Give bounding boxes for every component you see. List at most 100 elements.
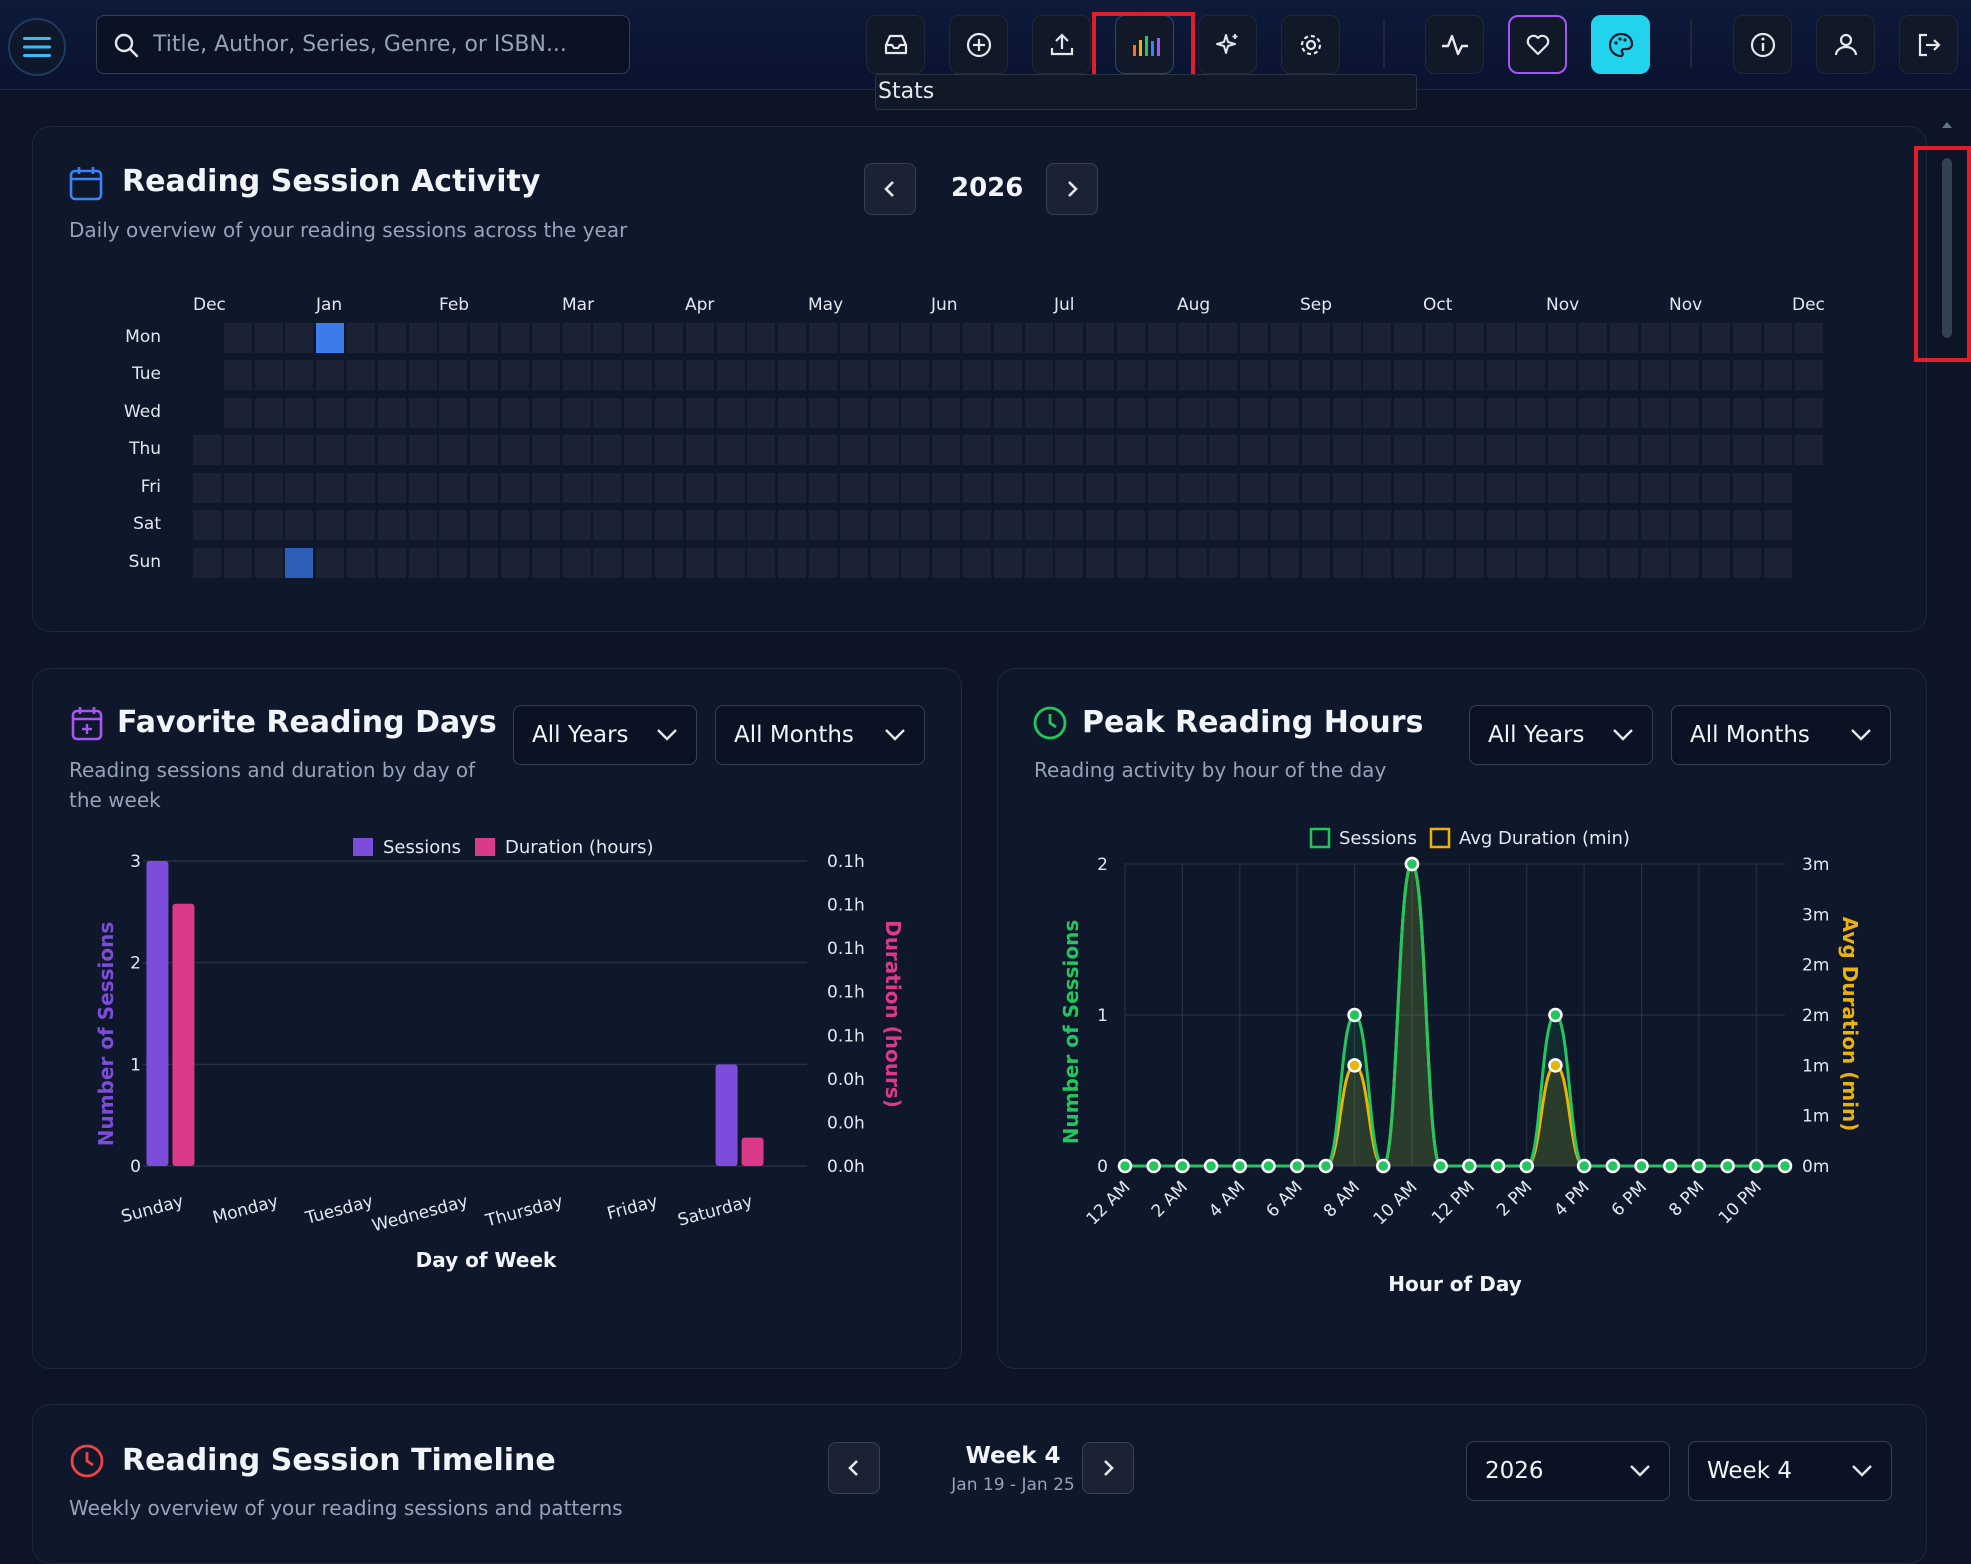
heatmap-cell[interactable] xyxy=(1516,322,1547,354)
heatmap-cell[interactable] xyxy=(253,509,284,541)
heatmap-cell[interactable] xyxy=(530,322,561,354)
heatmap-cell[interactable] xyxy=(1762,322,1793,354)
heatmap-cell[interactable] xyxy=(1362,397,1393,429)
heatmap-cell[interactable] xyxy=(1639,359,1670,391)
heatmap-cell[interactable] xyxy=(654,509,684,541)
heatmap-cell[interactable] xyxy=(1393,359,1424,391)
heatmap-cell[interactable] xyxy=(1393,397,1424,429)
timeline-week-select[interactable]: Week 4 xyxy=(1688,1441,1892,1501)
heatmap-cell[interactable] xyxy=(1732,509,1762,541)
heatmap-cell[interactable] xyxy=(838,509,869,541)
heatmap-cell[interactable] xyxy=(869,509,900,541)
heatmap-cell[interactable] xyxy=(1393,509,1424,541)
heatmap-cell[interactable] xyxy=(1424,359,1454,391)
heatmap-cell[interactable] xyxy=(1054,472,1085,504)
heatmap-cell[interactable] xyxy=(808,434,838,466)
heatmap-cell[interactable] xyxy=(1208,547,1239,579)
heatmap-cell[interactable] xyxy=(623,547,654,579)
heatmap-cell[interactable] xyxy=(376,397,407,429)
heatmap-cell[interactable] xyxy=(1547,322,1578,354)
heatmap-cell[interactable] xyxy=(777,397,808,429)
heatmap-cell[interactable] xyxy=(1146,359,1177,391)
heatmap-cell[interactable] xyxy=(222,472,253,504)
heatmap-cell[interactable] xyxy=(1454,547,1485,579)
heatmap-cell[interactable] xyxy=(407,434,438,466)
heatmap-cell[interactable] xyxy=(962,322,992,354)
heatmap-cell[interactable] xyxy=(1300,322,1331,354)
heatmap-cell[interactable] xyxy=(1608,397,1639,429)
heatmap-cell[interactable] xyxy=(438,547,469,579)
heatmap-cell[interactable] xyxy=(1362,472,1393,504)
heatmap-cell[interactable] xyxy=(222,434,253,466)
ai-button[interactable] xyxy=(1198,15,1257,74)
heatmap-cell[interactable] xyxy=(1424,322,1454,354)
heatmap-cell[interactable] xyxy=(1547,397,1578,429)
heatmap-cell[interactable] xyxy=(500,509,530,541)
activity-button[interactable] xyxy=(1425,15,1484,74)
heatmap-cell[interactable] xyxy=(284,547,315,579)
heatmap-cell[interactable] xyxy=(808,472,838,504)
heatmap-cell[interactable] xyxy=(1639,322,1670,354)
heatmap-cell[interactable] xyxy=(222,397,253,429)
heatmap-cell[interactable] xyxy=(1578,322,1608,354)
heatmap-cell[interactable] xyxy=(1454,322,1485,354)
heatmap-cell[interactable] xyxy=(1424,547,1454,579)
heatmap-cell[interactable] xyxy=(746,322,777,354)
heatmap-cell[interactable] xyxy=(715,322,746,354)
heatmap-cell[interactable] xyxy=(346,472,376,504)
heatmap-cell[interactable] xyxy=(1177,547,1208,579)
info-button[interactable] xyxy=(1733,15,1792,74)
heatmap-cell[interactable] xyxy=(1393,322,1424,354)
heatmap-cell[interactable] xyxy=(777,472,808,504)
heatmap-cell[interactable] xyxy=(1146,397,1177,429)
heatmap-cell[interactable] xyxy=(1424,472,1454,504)
heatmap-cell[interactable] xyxy=(438,434,469,466)
heatmap-cell[interactable] xyxy=(592,472,623,504)
heatmap-cell[interactable] xyxy=(253,359,284,391)
heatmap-cell[interactable] xyxy=(1547,547,1578,579)
heatmap-cell[interactable] xyxy=(1270,434,1300,466)
heatmap-cell[interactable] xyxy=(1300,434,1331,466)
heatmap-cell[interactable] xyxy=(1701,322,1732,354)
heatmap-cell[interactable] xyxy=(1362,322,1393,354)
heatmap-cell[interactable] xyxy=(222,359,253,391)
heatmap-cell[interactable] xyxy=(1793,359,1824,391)
heatmap-cell[interactable] xyxy=(376,547,407,579)
heatmap-cell[interactable] xyxy=(992,359,1023,391)
heatmap-cell[interactable] xyxy=(1023,547,1054,579)
heatmap-cell[interactable] xyxy=(1208,509,1239,541)
heatmap-cell[interactable] xyxy=(1331,472,1362,504)
heatmap-cell[interactable] xyxy=(438,397,469,429)
heatmap-cell[interactable] xyxy=(900,359,931,391)
heatmap-cell[interactable] xyxy=(1393,472,1424,504)
heatmap-cell[interactable] xyxy=(376,434,407,466)
heatmap-cell[interactable] xyxy=(1485,434,1516,466)
heatmap-cell[interactable] xyxy=(1300,472,1331,504)
heatmap-cell[interactable] xyxy=(1239,397,1270,429)
heatmap-cell[interactable] xyxy=(407,509,438,541)
heatmap-cell[interactable] xyxy=(1270,472,1300,504)
heatmap-cell[interactable] xyxy=(1116,359,1146,391)
heatmap-cell[interactable] xyxy=(192,472,222,504)
heatmap-cell[interactable] xyxy=(1116,434,1146,466)
heatmap-cell[interactable] xyxy=(1208,359,1239,391)
heatmap-cell[interactable] xyxy=(684,322,715,354)
heatmap-cell[interactable] xyxy=(469,472,500,504)
add-book-button[interactable] xyxy=(949,15,1008,74)
heatmap-cell[interactable] xyxy=(1054,322,1085,354)
heatmap-cell[interactable] xyxy=(808,509,838,541)
heatmap-cell[interactable] xyxy=(931,547,962,579)
heatmap-cell[interactable] xyxy=(1116,397,1146,429)
heatmap-cell[interactable] xyxy=(715,547,746,579)
heatmap-cell[interactable] xyxy=(407,322,438,354)
heatmap-cell[interactable] xyxy=(284,509,315,541)
heatmap-cell[interactable] xyxy=(469,359,500,391)
heatmap-cell[interactable] xyxy=(1454,359,1485,391)
fav-month-select[interactable]: All Months xyxy=(715,705,925,765)
heatmap-cell[interactable] xyxy=(931,359,962,391)
heatmap-cell[interactable] xyxy=(1701,397,1732,429)
heatmap-cell[interactable] xyxy=(1485,509,1516,541)
heatmap-cell[interactable] xyxy=(1085,359,1116,391)
heatmap-cell[interactable] xyxy=(500,472,530,504)
heatmap-cell[interactable] xyxy=(1085,434,1116,466)
